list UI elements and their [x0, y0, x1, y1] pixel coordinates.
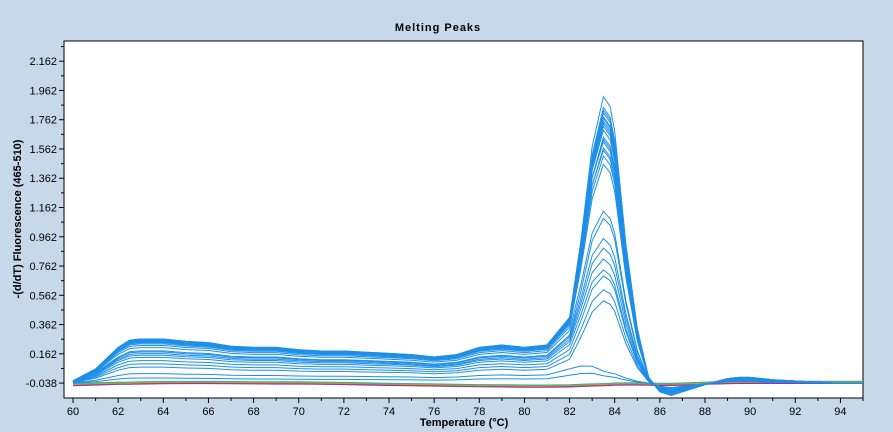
x-tick-label: 68	[247, 406, 259, 418]
y-axis-title: -(d/dT) Fluorescence (465-510)	[12, 139, 24, 298]
x-tick-label: 84	[609, 406, 621, 418]
x-tick-label: 82	[563, 406, 575, 418]
x-tick-label: 64	[157, 406, 169, 418]
y-tick-label: 0.562	[29, 290, 57, 302]
x-tick-label: 92	[789, 406, 801, 418]
x-tick-label: 90	[744, 406, 756, 418]
y-tick-label: 1.562	[29, 144, 57, 156]
x-tick-label: 88	[699, 406, 711, 418]
y-tick-label: 1.362	[29, 173, 57, 185]
y-tick-label: 1.162	[29, 203, 57, 215]
y-tick-label: 2.162	[29, 56, 57, 68]
positive-curve	[72, 372, 863, 389]
x-tick-label: 78	[473, 406, 485, 418]
x-tick-label: 62	[112, 406, 124, 418]
y-tick-label: 0.962	[29, 232, 57, 244]
y-tick-label: 0.162	[29, 349, 57, 361]
x-tick-label: 70	[293, 406, 305, 418]
x-tick-label: 80	[518, 406, 530, 418]
negative-curve	[72, 382, 863, 388]
negative-curve	[72, 381, 863, 387]
chart-title: Melting Peaks	[395, 22, 481, 34]
plot-area	[63, 40, 864, 399]
y-tick-label: 1.762	[29, 115, 57, 127]
x-tick-label: 86	[654, 406, 666, 418]
x-tick-label: 74	[383, 406, 395, 418]
y-axis: -0.038 0.162 0.362 0.562 0.762 0.962 1.162 1.36…	[26, 46, 64, 390]
x-tick-label: 66	[202, 406, 214, 418]
x-axis-title: Temperature (°C)	[420, 417, 509, 429]
x-axis: 60 62 64 66 68 70 72 74 76 78 80 82 84 86 88 90 92 94	[67, 398, 864, 418]
x-tick-label: 76	[428, 406, 440, 418]
x-tick-label: 72	[338, 406, 350, 418]
y-tick-label: 0.762	[29, 261, 57, 273]
x-tick-label: 94	[834, 406, 846, 418]
y-tick-label: 1.962	[29, 85, 57, 97]
series-group	[72, 95, 863, 396]
y-tick-label: 0.362	[29, 320, 57, 332]
y-tick-label: -0.038	[26, 378, 57, 390]
x-tick-label: 60	[67, 406, 79, 418]
